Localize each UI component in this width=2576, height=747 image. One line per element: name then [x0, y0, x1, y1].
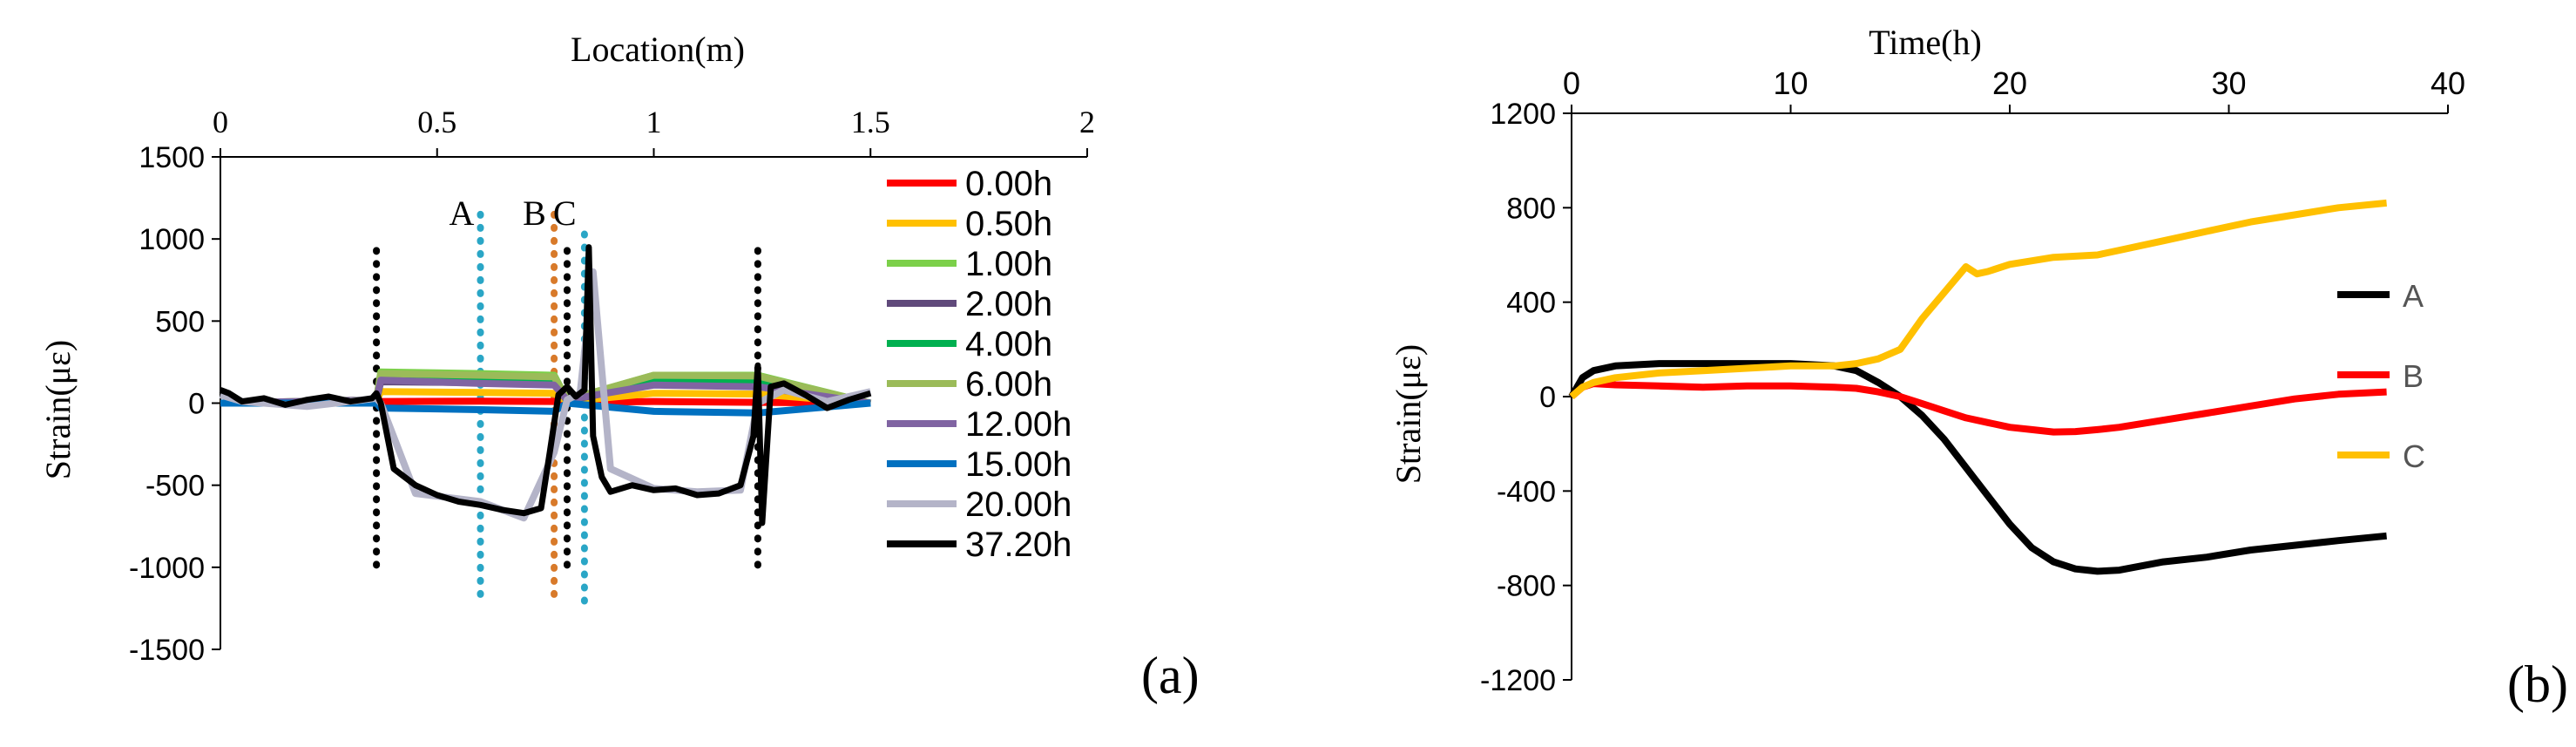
panel-a-y-axis-title: Strain(με): [38, 340, 78, 479]
legend-label-A: A: [2403, 278, 2424, 314]
panel-b-x-axis-title: Time(h): [1869, 23, 1982, 62]
panel-a-x-axis-title: Location(m): [571, 30, 745, 69]
panel-b-axes: 0 10 20 30 40 1200 800 400 0 -400 -800 -1200: [1480, 65, 2465, 697]
legend-label-2.00h: 2.00h: [965, 285, 1052, 323]
series-A: [1568, 360, 2387, 575]
panel-b-y-tick-label: -400: [1497, 475, 1556, 508]
panel-a-x-tick-label: 1.5: [851, 105, 890, 139]
panel-a-label: (a): [1141, 647, 1200, 704]
panel-b-x-tick-label: 10: [1773, 65, 1808, 101]
legend-label-0.00h: 0.00h: [965, 165, 1052, 203]
panel-b-y-tick-label: 1200: [1490, 98, 1556, 131]
panel-a-axes: 0 0.5 1 1.5 2 1500 1000 500 0 -500 -1000 -1500: [129, 105, 1095, 667]
legend-label-12.00h: 12.00h: [965, 405, 1072, 444]
panel-a-legend: 0.00h0.50h1.00h2.00h4.00h6.00h12.00h15.0…: [887, 165, 1072, 564]
panel-b-x-tick-label: 30: [2211, 65, 2246, 101]
panel-b-series: [1568, 199, 2387, 575]
panel-b-x-tick-label: 0: [1563, 65, 1580, 101]
panel-b-y-axis-title: Strain(με): [1389, 344, 1428, 484]
legend-label-37.20h: 37.20h: [965, 526, 1072, 564]
series-C: [1569, 199, 2387, 400]
panel-a-y-tick-label: -1000: [129, 552, 205, 585]
legend-label-6.00h: 6.00h: [965, 365, 1052, 404]
panel-a-y-tick-label: 500: [155, 305, 205, 338]
panel-b-y-tick-label: -1200: [1480, 664, 1556, 697]
panel-b-x-tick-label: 40: [2431, 65, 2465, 101]
panel-a-series: [219, 244, 872, 526]
legend-label-0.50h: 0.50h: [965, 205, 1052, 243]
panel-a-y-tick-label: -500: [145, 470, 205, 503]
panel-b-y-tick-label: -800: [1497, 570, 1556, 603]
panel-b-x-tick-label: 20: [1992, 65, 2027, 101]
panel-b-chart: 0 10 20 30 40 1200 800 400 0 -400 -800 -1200 A B C Ti…: [1389, 23, 2568, 713]
panel-a-x-tick-label: 0: [213, 105, 228, 139]
panel-a-y-tick-label: -1500: [129, 634, 205, 667]
panel-a-x-tick-label: 0.5: [417, 105, 456, 139]
panel-a-y-tick-label: 1500: [139, 141, 205, 174]
panel-b-y-tick-label: 400: [1506, 287, 1556, 320]
panel-b-y-tick-label: 0: [1539, 381, 1556, 414]
panel-b-label: (b): [2507, 655, 2568, 713]
panel-b-legend: A B C: [2337, 278, 2425, 474]
panel-a-y-tick-label: 0: [188, 388, 205, 421]
panel-a-y-tick-label: 1000: [139, 223, 205, 256]
panel-a-x-tick-label: 2: [1079, 105, 1095, 139]
marker-label-C: C: [553, 194, 577, 233]
marker-label-B: B: [523, 194, 546, 233]
series-37.20h: [219, 244, 872, 526]
panel-a-x-tick-label: 1: [646, 105, 662, 139]
legend-label-4.00h: 4.00h: [965, 325, 1052, 363]
legend-label-B: B: [2403, 358, 2424, 394]
legend-label-1.00h: 1.00h: [965, 245, 1052, 283]
series-B: [1569, 380, 2387, 436]
legend-label-C: C: [2403, 438, 2425, 474]
marker-label-A: A: [450, 194, 475, 233]
legend-label-20.00h: 20.00h: [965, 486, 1072, 524]
legend-label-15.00h: 15.00h: [965, 445, 1072, 484]
panel-b-y-tick-label: 800: [1506, 192, 1556, 225]
